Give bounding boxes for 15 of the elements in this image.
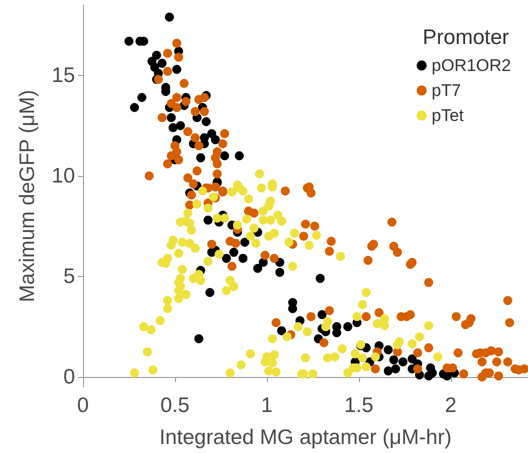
legend-label: pTet: [432, 106, 464, 125]
x-axis-title: Integrated MG aptamer (μM-hr): [159, 426, 452, 449]
y-tick-label: 10: [52, 164, 75, 188]
y-tick-label: 15: [52, 64, 75, 87]
x-tick-label: 1: [261, 394, 273, 417]
x-tick-label: 2: [444, 394, 457, 417]
y-tick-label: 5: [63, 264, 75, 288]
y-tick-label: 0: [63, 365, 75, 388]
x-tick-label: 0.5: [160, 394, 190, 417]
y-axis-title: Maximum deGFP (μM): [16, 90, 39, 302]
legend-label: pT7: [432, 81, 461, 100]
x-tick-label: 1.5: [344, 394, 374, 417]
legend-label: pOR1OR2: [432, 56, 512, 75]
x-tick-label: 0: [77, 394, 89, 417]
legend-title: Promoter: [422, 26, 510, 49]
